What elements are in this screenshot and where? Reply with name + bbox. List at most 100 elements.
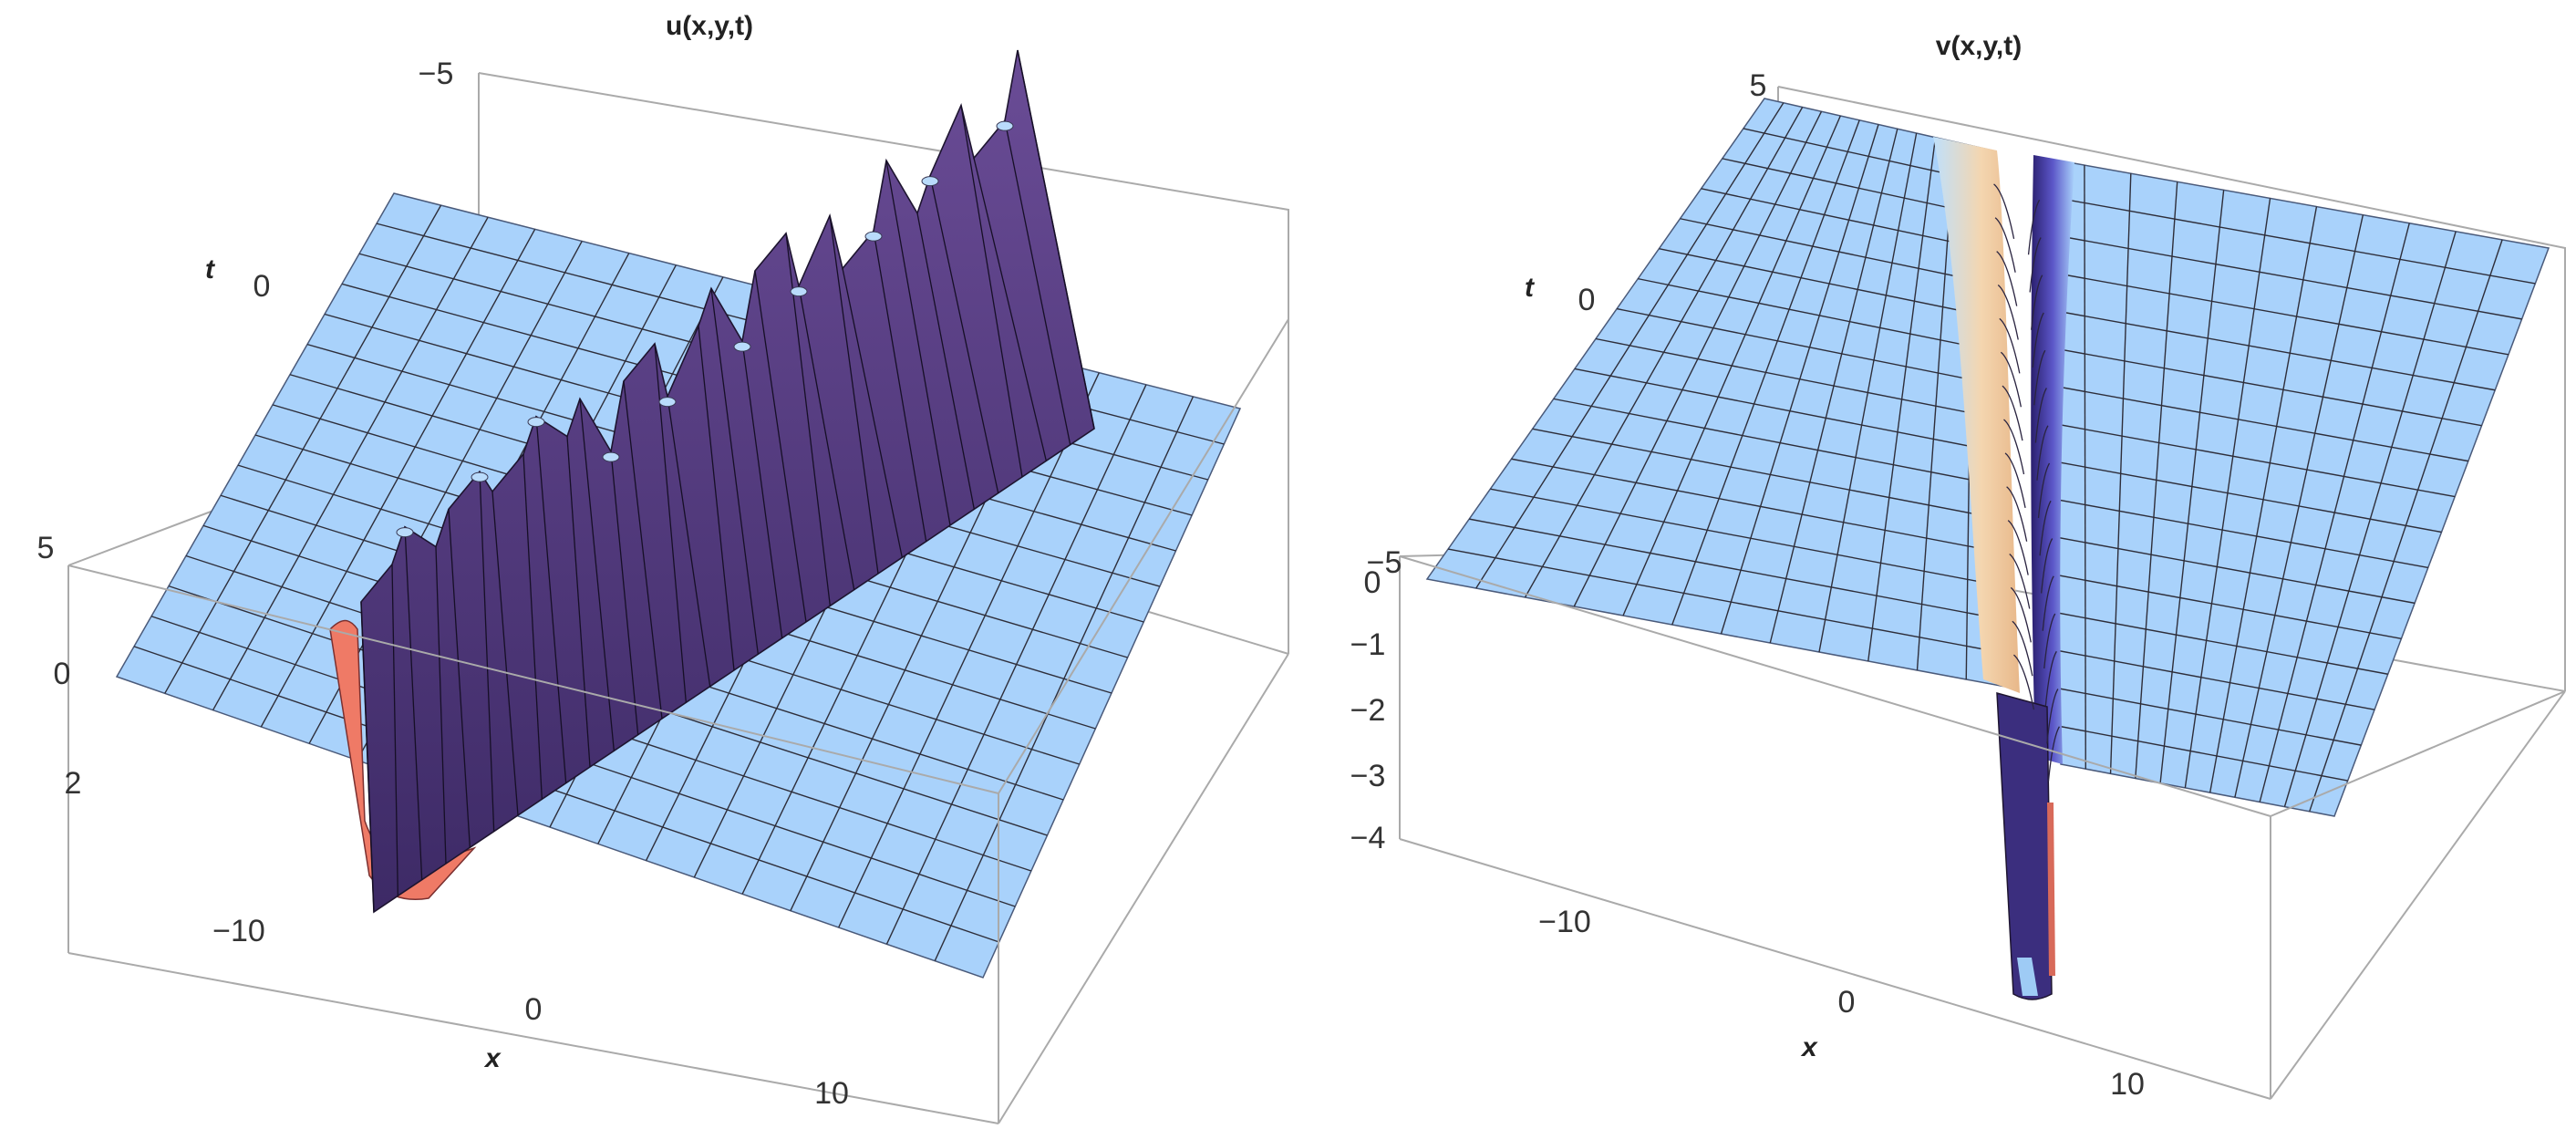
chart-u-wall-line [404,526,423,880]
chart-v-trough-line [2007,520,2054,631]
chart-v-z-tick: 0 [1364,565,1381,600]
chart-v-trough-line [2009,553,2056,669]
chart-v-mesh-line [1638,277,2002,353]
chart-u-wall-line [667,396,711,687]
chart-v-trough-line [1993,183,2041,255]
chart-v-mesh-line [1659,248,2000,320]
chart-v-trough-left-wall [1933,137,2020,693]
chart-u-wall-line [448,509,471,848]
chart-u-wall-line [522,453,543,800]
chart-v-mesh-line [2050,497,2428,569]
chart-v-trough-line [2004,452,2052,556]
chart-v-mesh-line [1574,368,2006,454]
chart-v-trough-line [2003,419,2051,519]
chart-v-x-tick: −10 [1538,905,1591,939]
chart-u-wall-line [741,341,783,638]
chart-v-surface-right [2037,156,2550,817]
chart-v-mesh-line [2054,574,2402,640]
chart-u-wall-line [829,215,879,575]
chart-u-t-tick: 0 [253,269,271,304]
chart-v-t-tick: −5 [1367,545,1402,580]
chart-u-wall-line [391,564,398,896]
chart-v-mesh-line [2043,307,2496,391]
chart-u-wall-line [566,436,591,768]
chart-v-x-tick: 0 [1838,985,1856,1020]
chart-u-t-tick: 5 [37,531,55,565]
chart-v-mesh-line [1469,518,2013,622]
chart-v-trough-line [2006,486,2054,594]
chart-u-wall-mesh [360,49,1095,913]
chart-v-mesh-line [2039,193,2536,285]
chart-u-wall-line [710,288,759,655]
chart-v: v(x,y,t) 5 0 −5 [1350,31,2566,1102]
chart-v-mesh-line [2052,535,2416,605]
chart-v-mesh-line [1532,428,2009,522]
chart-v-trough-line [2002,385,2049,481]
chart-v-t-label: t [1525,273,1536,303]
chart-v-trough-line [1999,317,2046,406]
chart-u-wall-line [479,471,495,832]
chart-v-z-tick: −4 [1350,821,1386,855]
chart-u-wall-line [579,399,615,751]
chart-u-wall-line [1004,120,1071,445]
chart-v-trough-line [1996,251,2043,330]
chart-u-wall-line [535,416,567,783]
chart-u-title: u(x,y,t) [666,11,753,41]
chart-u-wall-line [873,231,927,542]
chart-u-wall-cap [864,231,883,242]
chart-u-wall-cap [733,341,751,352]
chart-v-t-tick: 0 [1578,283,1596,317]
chart-u-wall-line [1017,49,1095,430]
chart-u-box-front [67,318,1289,1124]
chart-v-z-tick: −1 [1350,627,1386,662]
chart-v-trough-line [2010,586,2057,707]
chart-u-t-tick: −5 [419,57,454,91]
chart-v-trough-mesh [1993,183,2061,782]
chart-u-z-tick: 0 [54,657,71,691]
chart-v-x-tick: 10 [2110,1067,2145,1102]
chart-u-wall-line [929,175,999,493]
chart-v-trough-line [2000,351,2047,443]
chart-u-wall-cap [396,527,414,538]
chart-u-x-tick: 0 [525,992,543,1027]
chart-u-x-tick: −10 [212,914,265,948]
chart-v-mesh-line [1680,218,1999,286]
chart-v-title: v(x,y,t) [1936,31,2022,61]
chart-u-mesh-line [133,646,999,943]
chart-v-mesh-line [2041,232,2522,320]
chart-u-wall-cap [602,451,620,462]
chart-v-box-front [1399,555,2566,1100]
chart-u-wall-line [435,546,447,865]
chart-u-t-label: t [205,254,216,285]
chart-u-x-tick: 10 [814,1076,849,1111]
chart-u-wall-cap [527,417,545,428]
chart-u-wall-line [698,326,735,671]
chart-v-x-label: x [1800,1032,1818,1062]
chart-v-mesh-line [2046,384,2468,462]
chart-v-mesh-line [1511,458,2010,555]
chart-u-wall-line [360,601,375,913]
chart-v-mesh-line [2059,725,2348,782]
chart-v-t-tick: 5 [1750,68,1767,103]
chart-u-wall-line [842,268,903,558]
chart-v-mesh-line [1595,337,2004,420]
chart-v-mesh-line [1616,307,2003,387]
chart-v-mesh-line [1490,488,2012,589]
chart-v-mesh-line [1447,548,2014,656]
chart-u-wall-line [960,105,1023,478]
chart-v-mesh-line [2049,460,2442,533]
chart-v-trough-red-edge [2047,803,2055,976]
chart-v-mesh-line [2042,270,2509,356]
chart-u: u(x,y,t) −5 0 5 0 2 −10 [37,11,1289,1124]
chart-u-z-tick: 2 [65,766,82,801]
chart-v-mesh-line [1701,188,1997,253]
chart-u-x-label: x [483,1043,502,1073]
chart-v-mesh-line [1553,398,2007,488]
chart-v-trough-highlight [2017,958,2038,996]
chart-v-mesh-line [2044,346,2482,427]
chart-u-wall-cap [996,120,1014,131]
chart-u-wall-line [798,285,855,590]
chart-u-wall-line [916,212,975,510]
chart-v-trough-line [1994,217,2042,293]
